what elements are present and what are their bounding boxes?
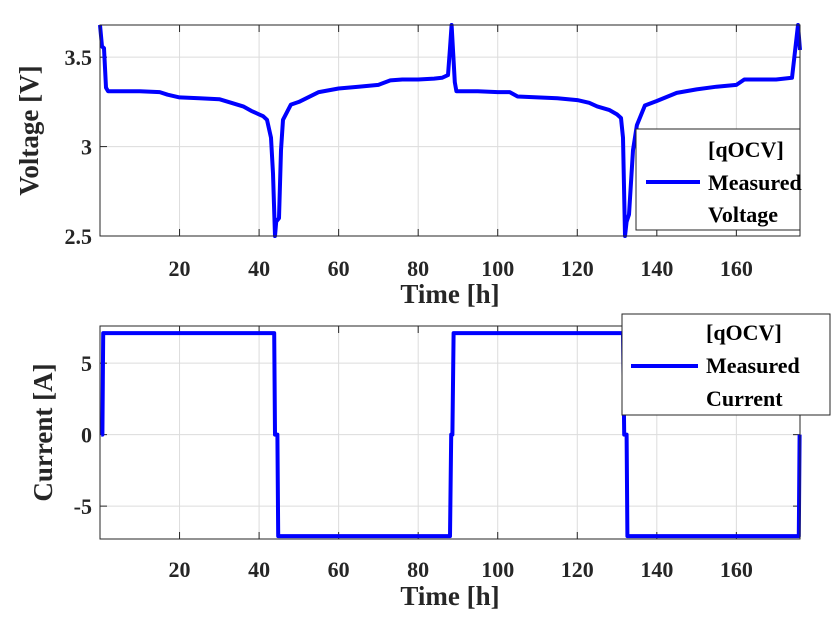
x-tick-label: 160 xyxy=(720,557,753,582)
y-axis-label: Current [A] xyxy=(28,363,58,501)
x-tick-label: 140 xyxy=(640,256,673,281)
y-tick-label: 3 xyxy=(81,135,92,160)
legend-entry-text: Measured xyxy=(706,353,800,378)
chart-1: 20 40 60 80 100 120 140 160 2.5 3 3.5 Time [h] Volta… xyxy=(14,23,802,309)
y-tick-label: 3.5 xyxy=(65,45,93,70)
y-tick-label: 2.5 xyxy=(65,224,93,249)
x-tick-label: 120 xyxy=(561,256,594,281)
y-tick-label: 0 xyxy=(81,423,92,448)
x-axis-label: Time [h] xyxy=(400,279,499,309)
chart-2: 20 40 60 80 100 120 140 160 -5 0 5 Time [h] Current … xyxy=(28,313,831,611)
series-line-1 xyxy=(98,23,802,238)
legend-entry-text: Measured xyxy=(708,170,802,195)
x-tick-label: 80 xyxy=(407,256,429,281)
x-tick-label: 120 xyxy=(561,557,594,582)
x-tick-label: 20 xyxy=(169,256,191,281)
x-axis-label: Time [h] xyxy=(400,581,499,611)
series-line-1 xyxy=(100,331,802,539)
legend: [qOCV] Measured Current xyxy=(621,313,831,416)
y-axis-label: Voltage [V] xyxy=(14,65,44,195)
legend-entry-text: Current xyxy=(706,386,783,411)
x-tick-label: 60 xyxy=(328,557,350,582)
y-tick-label: 5 xyxy=(81,351,92,376)
legend-entry-text: Voltage xyxy=(708,202,778,227)
legend-box xyxy=(635,128,801,231)
x-tick-label: 140 xyxy=(640,557,673,582)
legend: [qOCV] Measured Voltage xyxy=(635,128,802,231)
x-tick-label: 40 xyxy=(248,557,270,582)
x-tick-label: 20 xyxy=(169,557,191,582)
x-tick-label: 100 xyxy=(481,256,514,281)
x-tick-label: 100 xyxy=(481,557,514,582)
x-tick-label: 160 xyxy=(720,256,753,281)
y-tick-label: -5 xyxy=(74,494,92,519)
x-tick-label: 60 xyxy=(328,256,350,281)
axes-box xyxy=(99,325,801,540)
x-tick-label: 40 xyxy=(248,256,270,281)
legend-entry-text: [qOCV] xyxy=(706,320,782,345)
x-tick-label: 80 xyxy=(407,557,429,582)
legend-entry-text: [qOCV] xyxy=(708,137,784,162)
